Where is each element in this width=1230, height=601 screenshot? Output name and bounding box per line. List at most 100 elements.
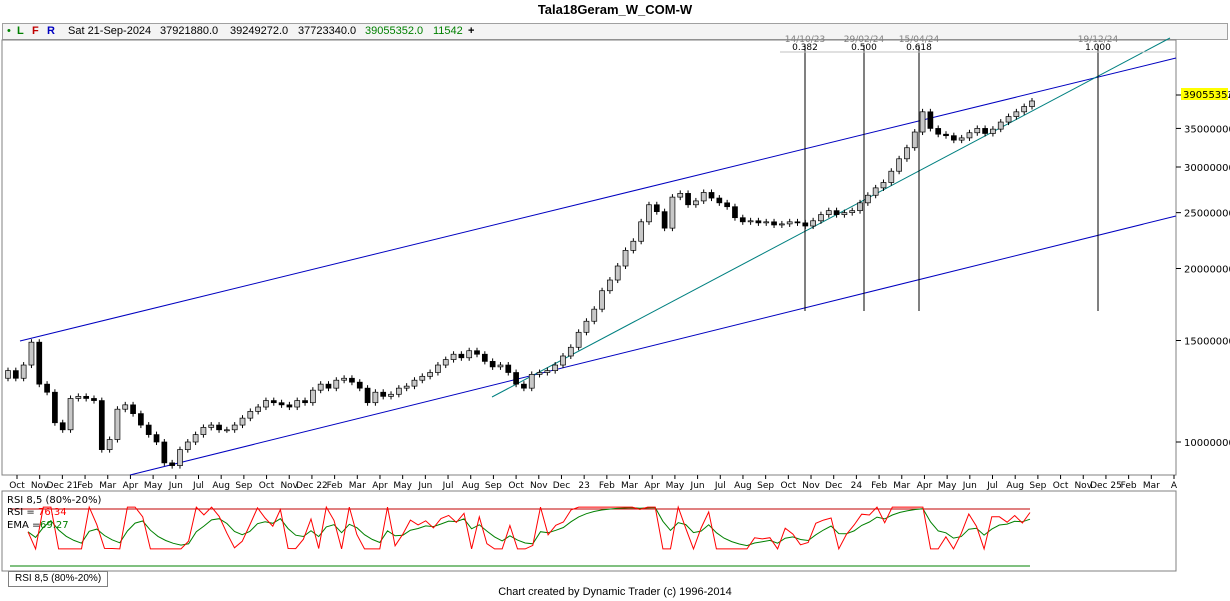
candle-body	[724, 202, 730, 208]
fib-date-label: 15/04/24	[899, 35, 940, 45]
ema-line	[27, 507, 1031, 547]
x-tick-label: Sep	[757, 481, 774, 491]
candle-body	[927, 111, 934, 129]
x-tick-label: A	[1171, 481, 1178, 491]
candle-body	[622, 250, 629, 267]
x-tick-label: Apr	[372, 481, 388, 491]
candle-body	[255, 406, 261, 412]
candle-body	[153, 434, 160, 443]
f-button[interactable]: F	[32, 25, 39, 37]
candle-body	[341, 377, 347, 381]
fib-ratio-label: 0.618	[906, 43, 932, 53]
candle-body	[513, 372, 519, 385]
candle-body	[442, 359, 449, 366]
footer-credit: Chart created by Dynamic Trader (c) 1996…	[498, 586, 732, 598]
chart-title: Tala18Geram_W_COM-W	[537, 2, 693, 17]
y-tick-label: 15000000.	[1184, 337, 1230, 348]
candle-body	[317, 383, 324, 391]
candle-body	[505, 364, 512, 373]
candle-body	[739, 217, 746, 223]
y-tick-label: 25000000.	[1184, 209, 1230, 220]
rsi-tab[interactable]: RSI 8,5 (80%-20%)	[8, 571, 109, 587]
x-tick-label: Feb	[871, 481, 887, 491]
candle-body	[239, 417, 246, 426]
price-tag-label: 39055352.	[1183, 90, 1230, 101]
candle-body	[169, 462, 176, 466]
candle-body	[231, 424, 238, 431]
x-tick-label: Apr	[644, 481, 660, 491]
candle-body	[677, 193, 684, 198]
candle-body	[732, 206, 738, 219]
candle-body	[349, 377, 355, 383]
candle-body	[138, 413, 144, 426]
candle-body	[91, 398, 97, 401]
x-tick-label: Jun	[168, 481, 183, 491]
candle-body	[1005, 116, 1012, 123]
candle-body	[489, 361, 496, 368]
y-tick-label: 20000000.	[1184, 265, 1230, 276]
candle-body	[419, 375, 426, 381]
candle-body	[325, 383, 332, 389]
candle-body	[950, 135, 957, 141]
candle-body	[302, 400, 308, 404]
candle-body	[286, 404, 293, 408]
candle-body	[552, 364, 559, 371]
x-tick-label: Nov	[1074, 481, 1092, 491]
fib-ratio-label: 1.000	[1085, 43, 1111, 53]
candle-body	[825, 210, 832, 216]
info-high: 39249272.0	[230, 25, 289, 37]
candle-body	[911, 131, 918, 149]
add-icon[interactable]: +	[468, 25, 475, 37]
candle-body	[466, 350, 473, 359]
x-tick-label: Aug	[212, 481, 230, 491]
candle-body	[966, 132, 973, 139]
x-tick-label: Nov	[31, 481, 49, 491]
candle-body	[122, 404, 129, 410]
l-button[interactable]: L	[17, 25, 24, 37]
candle-body	[75, 396, 82, 399]
candle-body	[700, 192, 707, 202]
candle-body	[380, 391, 387, 397]
y-tick-label: 35000000.	[1184, 124, 1230, 135]
candle-body	[177, 449, 183, 466]
x-tick-label: Sep	[235, 481, 252, 491]
x-tick-label: Jun	[417, 481, 432, 491]
x-tick-label: Jul	[714, 481, 726, 491]
x-tick-label: Mar	[99, 481, 116, 491]
fib-date-label: 19/12/24	[1078, 35, 1119, 45]
candle-body	[310, 389, 316, 404]
candle-body	[849, 210, 856, 213]
x-tick-label: Mar	[349, 481, 366, 491]
x-tick-label: 23	[578, 481, 589, 491]
candle-body	[802, 222, 809, 227]
info-date: Sat 21-Sep-2024	[68, 25, 152, 37]
candle-body	[411, 379, 418, 387]
candle-body	[130, 404, 136, 414]
candle-body	[184, 441, 191, 450]
x-tick-label: Nov	[530, 481, 548, 491]
x-tick-label: Oct	[9, 481, 25, 491]
price-panel-frame	[1, 39, 1177, 476]
x-tick-label: Nov	[280, 481, 298, 491]
candle-body	[708, 192, 715, 199]
r-button[interactable]: R	[47, 25, 55, 37]
rsi-label: RSI =	[7, 507, 35, 518]
candle-body	[786, 221, 793, 225]
x-tick-label: Jun	[962, 481, 977, 491]
x-tick-label: Dec 25	[1090, 481, 1122, 491]
info-low: 37723340.0	[298, 25, 357, 37]
candle-body	[474, 350, 480, 355]
rsi-panel-title: RSI 8,5 (80%-20%)	[7, 495, 101, 506]
rsi-value: 76.34	[38, 507, 67, 518]
x-tick-label: 24	[851, 481, 863, 491]
candle-body	[575, 331, 582, 348]
ema-value: 69.27	[40, 520, 69, 531]
x-tick-label: Mar	[893, 481, 910, 491]
candle-body	[935, 128, 942, 135]
x-tick-label: Apr	[917, 481, 933, 491]
candle-body	[560, 355, 566, 366]
channel-upper-line	[19, 57, 1177, 342]
x-tick-label: May	[144, 481, 163, 491]
ema-label: EMA =	[7, 520, 40, 531]
candle-body	[200, 427, 207, 435]
